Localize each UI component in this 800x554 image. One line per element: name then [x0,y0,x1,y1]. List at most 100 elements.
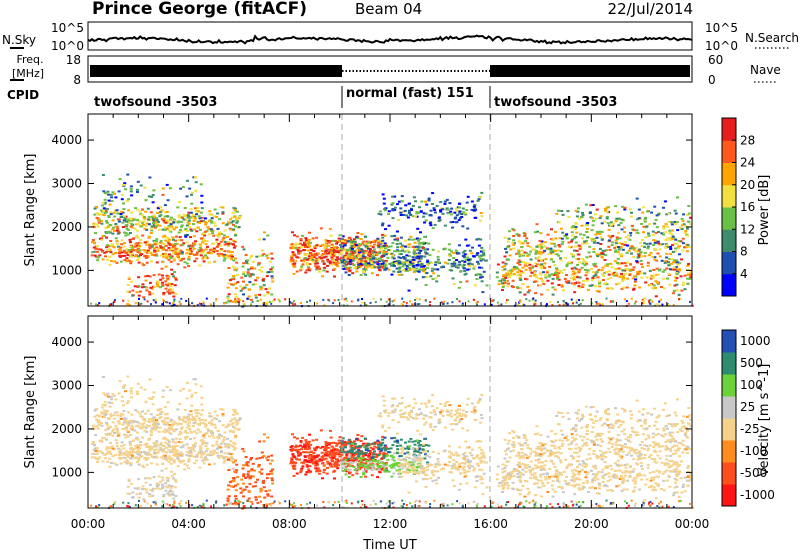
power-cell [552,274,556,276]
power-cell [425,275,429,278]
power-cell [265,275,269,278]
power-cell [574,209,578,212]
power-cell [420,263,424,265]
power-cell [654,295,658,298]
power-cell [639,251,643,254]
power-cell [113,192,116,195]
power-cell [586,222,590,224]
power-cell [228,300,231,303]
velocity-cell [239,491,243,494]
power-cell [429,304,431,307]
power-cell [133,285,137,288]
velocity-cell [227,452,231,455]
velocity-cell [218,454,222,457]
power-cell [649,251,653,254]
power-cell [508,276,512,279]
power-cell [607,270,611,273]
velocity-cell [184,429,188,432]
power-cell [233,268,236,271]
power-cell [373,248,376,251]
power-cell [159,286,162,289]
power-cell [529,250,533,253]
power-cell [481,291,485,294]
power-cell [290,243,294,246]
power-cell [561,213,565,216]
power-cell [91,241,94,243]
power-cell [605,216,609,218]
velocity-cell [143,419,147,422]
power-cell [126,254,130,257]
power-cell [196,226,200,229]
power-cell [674,279,677,282]
power-cell [307,249,311,252]
power-cell [680,224,684,227]
power-cell [393,195,397,198]
velocity-cell [266,493,270,496]
power-cell [412,258,416,261]
power-cell [473,203,477,206]
power-cell [596,241,600,244]
velocity-cell [123,444,126,447]
power-cell [539,259,543,262]
velocity-cell [221,413,225,416]
power-cell [377,266,381,269]
power-cell [154,221,158,224]
power-cell [507,237,511,240]
power-cell [600,238,604,241]
velocity-cell [126,456,130,459]
power-cell [317,270,321,273]
power-cell [379,242,383,245]
velocity-cell [174,480,178,483]
power-cell [594,213,597,216]
power-cell [382,197,386,200]
power-cell [519,300,521,303]
power-colorbar-tick-label: 16 [740,200,755,214]
power-cell [359,274,363,276]
power-cell [201,219,205,222]
velocity-cell [260,472,264,475]
velocity-cell [189,438,192,441]
power-cell [557,254,561,257]
power-cell [669,252,673,255]
power-cell [315,266,319,269]
power-cell [144,199,148,202]
power-cell [110,196,113,199]
power-cell [119,249,123,252]
velocity-cell [177,433,181,436]
power-cell [191,214,195,216]
power-cell [620,243,624,246]
velocity-cell [184,420,188,423]
power-cell [603,259,607,261]
power-cell [236,274,240,276]
power-cell [433,223,437,226]
velocity-cell [128,434,132,436]
power-cell [593,277,597,280]
power-cell [579,233,583,236]
velocity-cell [129,462,133,465]
velocity-cell [195,432,199,435]
power-cell [361,298,364,300]
velocity-cell [139,444,143,447]
power-cell [381,260,385,263]
velocity-cell [223,445,227,448]
power-cell [431,278,435,281]
power-cell [598,232,602,235]
velocity-cell [185,426,189,429]
velocity-cell [225,444,229,447]
power-cell [609,287,613,289]
power-cell [192,247,196,250]
power-cell [361,253,365,256]
power-cell [97,248,100,251]
power-cell [221,222,225,225]
power-cell [134,235,138,238]
power-cell [460,216,464,218]
power-cell [504,262,508,265]
velocity-cell [130,482,133,485]
power-cell [562,303,565,306]
power-cell [189,250,193,253]
power-cell [590,279,594,282]
power-cell [582,280,585,283]
power-cell [115,240,119,243]
power-cell [449,210,453,213]
power-cell [97,221,101,224]
